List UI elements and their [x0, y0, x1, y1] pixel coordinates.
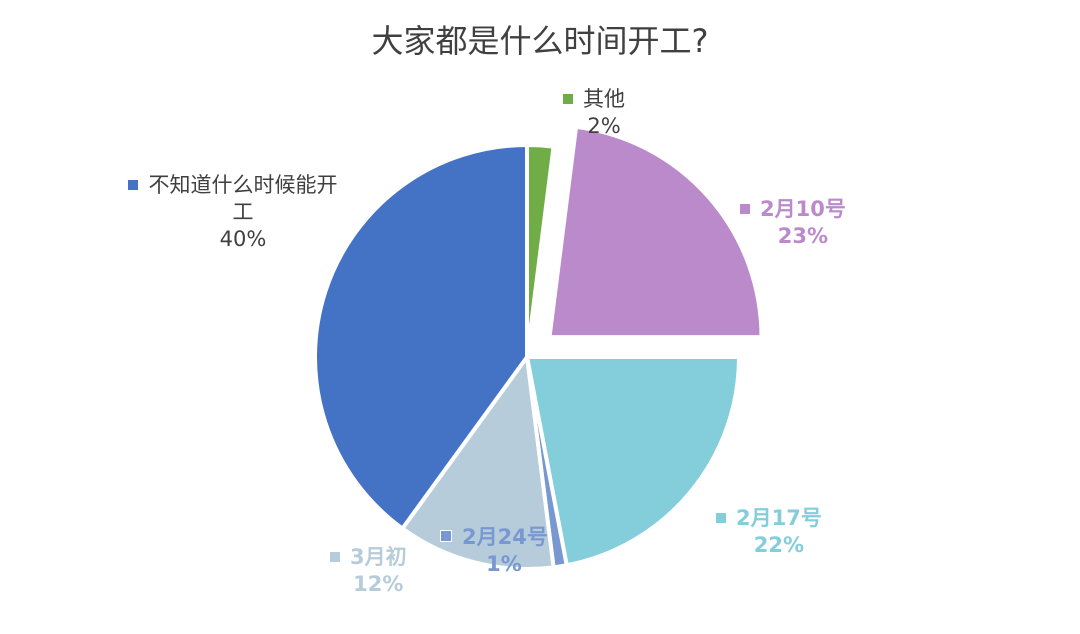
legend-marker-unknown: [128, 180, 138, 190]
slice-label-unknown: 不知道什么时候能开工 40%: [128, 172, 338, 253]
legend-marker-feb10: [740, 204, 750, 214]
legend-marker-march: [330, 552, 340, 562]
slice-label-march: 3月初 12%: [330, 544, 407, 598]
slice-feb10: [547, 124, 764, 340]
slice-unknown: [313, 143, 529, 531]
slice-label-other: 其他 2%: [563, 86, 625, 140]
slice-label-feb24: 2月24号 1%: [440, 524, 548, 578]
legend-marker-feb24: [440, 530, 452, 542]
chart-title: 大家都是什么时间开工?: [371, 22, 709, 60]
legend-marker-other: [563, 94, 573, 104]
slice-label-feb10: 2月10号 23%: [740, 196, 846, 250]
legend-marker-feb17: [716, 513, 726, 523]
slice-march: [400, 355, 556, 571]
slice-feb17: [525, 355, 741, 568]
slice-label-feb17: 2月17号 22%: [716, 505, 822, 559]
